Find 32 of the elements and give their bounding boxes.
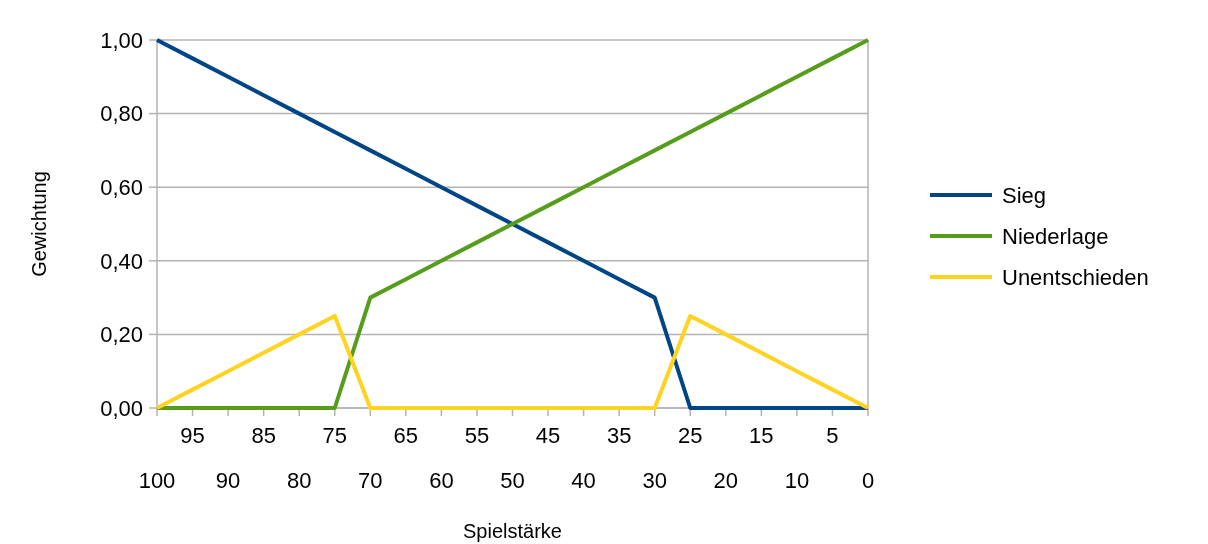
x-axis-title: Spielstärke [463, 520, 562, 542]
x-tick-label: 10 [784, 468, 810, 493]
x-tick-label: 90 [215, 468, 241, 493]
x2-tick-label: 35 [606, 423, 632, 448]
x2-tick-label: 45 [535, 423, 561, 448]
legend-label: Niederlage [1002, 223, 1109, 249]
x-tick-label: 40 [571, 468, 596, 493]
x-tick-label: 30 [642, 468, 667, 493]
x-tick-label: 100 [138, 468, 176, 493]
x2-tick-label: 15 [749, 423, 774, 448]
y-tick-label: 0,80 [100, 101, 143, 127]
x-tick-label: 0 [861, 468, 875, 493]
y-tick-label: 0,00 [100, 395, 143, 421]
x-tick-label: 50 [500, 468, 525, 493]
legend-label: Unentschieden [1002, 264, 1149, 290]
x2-tick-label: 85 [251, 423, 276, 448]
x2-tick-label: 25 [678, 423, 703, 448]
x-tick-label: 80 [286, 468, 312, 493]
x2-tick-label: 55 [464, 423, 490, 448]
x2-tick-label: 65 [393, 423, 419, 448]
x2-tick-label: 5 [826, 423, 839, 448]
x2-tick-label: 95 [180, 423, 205, 448]
x-tick-label: 20 [713, 468, 739, 493]
legend-label: Sieg [1002, 182, 1047, 208]
x2-tick-label: 75 [322, 423, 347, 448]
x-tick-label: 60 [429, 468, 454, 493]
y-axis-title: Gewichtung [28, 171, 50, 277]
x-tick-label: 70 [358, 468, 383, 493]
y-tick-label: 0,20 [100, 322, 143, 348]
y-tick-label: 1,00 [100, 27, 143, 53]
y-tick-label: 0,60 [100, 174, 143, 200]
y-tick-label: 0,40 [100, 248, 143, 274]
